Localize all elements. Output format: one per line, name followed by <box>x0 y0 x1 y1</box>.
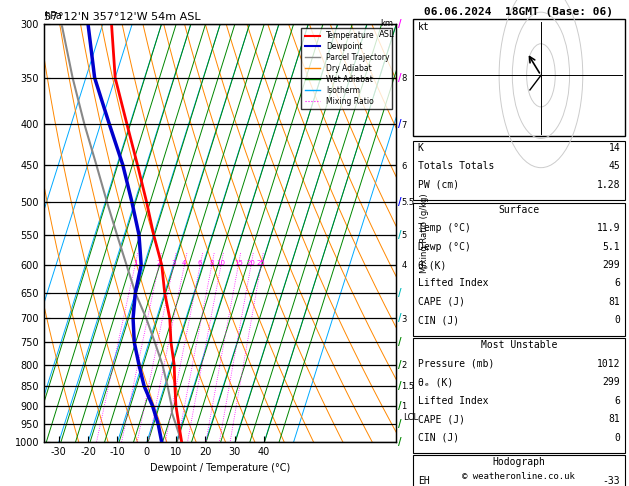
Text: /: / <box>398 288 401 298</box>
Text: Hodograph: Hodograph <box>493 457 545 468</box>
Text: /: / <box>398 437 401 447</box>
FancyBboxPatch shape <box>413 141 625 200</box>
Text: 14: 14 <box>608 143 620 153</box>
Text: 4: 4 <box>182 260 186 266</box>
Text: 81: 81 <box>608 414 620 424</box>
Text: 299: 299 <box>603 377 620 387</box>
Text: 1: 1 <box>133 260 137 266</box>
Text: 81: 81 <box>608 297 620 307</box>
Text: /: / <box>398 337 401 347</box>
Text: 11.9: 11.9 <box>597 223 620 233</box>
Text: 8: 8 <box>209 260 214 266</box>
Text: CIN (J): CIN (J) <box>418 315 459 326</box>
FancyBboxPatch shape <box>413 203 625 336</box>
Text: 0: 0 <box>615 315 620 326</box>
Text: K: K <box>418 143 423 153</box>
Text: /: / <box>398 400 401 411</box>
Text: /: / <box>398 19 401 29</box>
Text: CAPE (J): CAPE (J) <box>418 297 465 307</box>
FancyBboxPatch shape <box>413 455 625 486</box>
Text: 1012: 1012 <box>597 359 620 369</box>
Text: CAPE (J): CAPE (J) <box>418 414 465 424</box>
Text: /: / <box>398 313 401 324</box>
Text: Lifted Index: Lifted Index <box>418 396 488 406</box>
Text: θₑ (K): θₑ (K) <box>418 377 453 387</box>
Text: Most Unstable: Most Unstable <box>481 340 557 350</box>
Text: 0: 0 <box>615 433 620 443</box>
Text: /: / <box>398 230 401 240</box>
Text: /: / <box>398 419 401 430</box>
Text: Totals Totals: Totals Totals <box>418 161 494 172</box>
Text: 57°12'N 357°12'W 54m ASL: 57°12'N 357°12'W 54m ASL <box>44 12 201 22</box>
Text: © weatheronline.co.uk: © weatheronline.co.uk <box>462 472 576 481</box>
Text: 45: 45 <box>608 161 620 172</box>
Text: Dewp (°C): Dewp (°C) <box>418 242 470 252</box>
Y-axis label: Mixing Ratio (g/kg): Mixing Ratio (g/kg) <box>420 193 429 273</box>
Text: 06.06.2024  18GMT (Base: 06): 06.06.2024 18GMT (Base: 06) <box>425 7 613 17</box>
Text: Lifted Index: Lifted Index <box>418 278 488 289</box>
Text: Temp (°C): Temp (°C) <box>418 223 470 233</box>
Text: Surface: Surface <box>498 205 540 215</box>
Text: 10: 10 <box>216 260 225 266</box>
FancyBboxPatch shape <box>413 338 625 453</box>
Text: /: / <box>398 360 401 370</box>
Text: 2: 2 <box>157 260 161 266</box>
Text: 1.28: 1.28 <box>597 180 620 190</box>
Text: θₑ(K): θₑ(K) <box>418 260 447 270</box>
Text: 3: 3 <box>171 260 175 266</box>
Text: kt: kt <box>418 22 430 32</box>
Text: 15: 15 <box>234 260 243 266</box>
Text: 6: 6 <box>198 260 203 266</box>
Text: 6: 6 <box>615 278 620 289</box>
Text: CIN (J): CIN (J) <box>418 433 459 443</box>
Text: hPa: hPa <box>44 12 62 21</box>
Text: /: / <box>398 381 401 391</box>
X-axis label: Dewpoint / Temperature (°C): Dewpoint / Temperature (°C) <box>150 463 290 473</box>
FancyBboxPatch shape <box>413 19 625 136</box>
Text: Pressure (mb): Pressure (mb) <box>418 359 494 369</box>
Text: EH: EH <box>418 476 430 486</box>
Text: -33: -33 <box>603 476 620 486</box>
Text: LCL: LCL <box>403 413 418 421</box>
Text: 299: 299 <box>603 260 620 270</box>
Text: km
ASL: km ASL <box>379 19 394 39</box>
Text: 20: 20 <box>247 260 255 266</box>
Text: 6: 6 <box>615 396 620 406</box>
Text: PW (cm): PW (cm) <box>418 180 459 190</box>
Text: 25: 25 <box>257 260 265 266</box>
Text: /: / <box>398 197 401 207</box>
Text: /: / <box>398 119 401 129</box>
Text: /: / <box>398 73 401 83</box>
Legend: Temperature, Dewpoint, Parcel Trajectory, Dry Adiabat, Wet Adiabat, Isotherm, Mi: Temperature, Dewpoint, Parcel Trajectory… <box>301 28 392 109</box>
Text: 5.1: 5.1 <box>603 242 620 252</box>
